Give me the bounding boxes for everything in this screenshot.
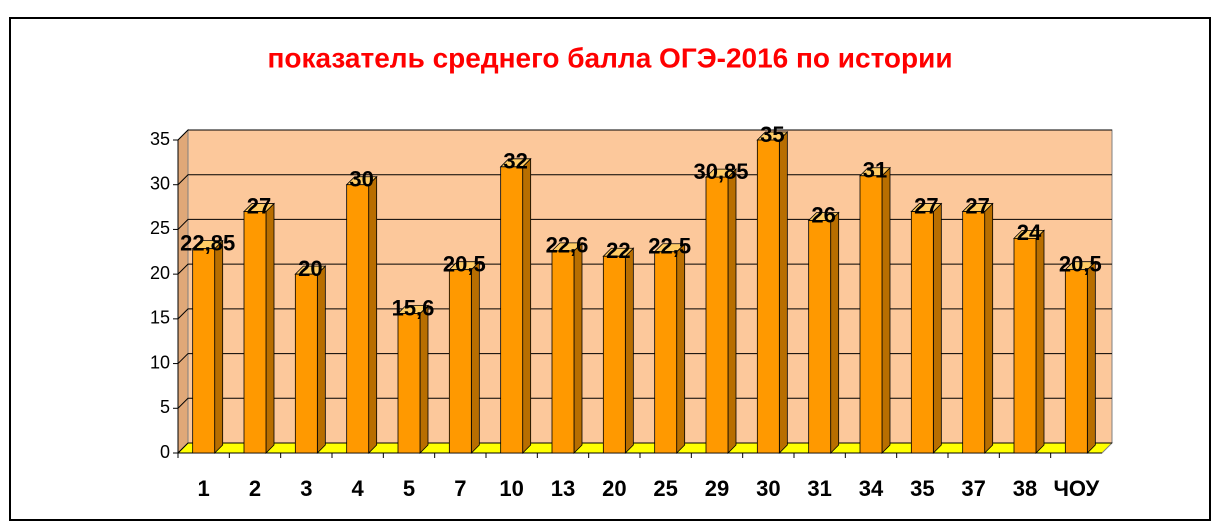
value-label: 30,85 — [693, 159, 748, 184]
bar-side — [265, 202, 275, 454]
value-label: 27 — [247, 193, 271, 218]
value-label: 22,6 — [546, 233, 589, 258]
bar-side — [984, 202, 994, 454]
y-tick-label: 20 — [150, 263, 170, 283]
bar-side — [573, 241, 583, 454]
bar — [859, 175, 883, 454]
bar — [500, 166, 524, 454]
value-label: 27 — [965, 193, 989, 218]
bar — [756, 139, 780, 454]
x-tick-label: 37 — [961, 476, 985, 501]
value-label: 24 — [1017, 220, 1042, 245]
y-tick-label: 15 — [150, 308, 170, 328]
bar — [294, 273, 318, 454]
chart-title: показатель среднего балла ОГЭ-2016 по ис… — [267, 42, 952, 73]
x-tick-label: 20 — [602, 476, 626, 501]
x-tick-label: 3 — [300, 476, 312, 501]
y-tick-label: 10 — [150, 352, 170, 372]
x-tick-label: 5 — [403, 476, 415, 501]
bar — [448, 269, 472, 454]
x-tick-label: 1 — [198, 476, 210, 501]
grid-line — [177, 397, 1112, 409]
bar — [397, 313, 421, 454]
bar — [1013, 237, 1037, 454]
bar-side — [368, 175, 378, 454]
grid-line — [177, 442, 1112, 454]
value-label: 20,5 — [443, 251, 486, 276]
value-label: 26 — [811, 202, 835, 227]
bar-side — [522, 157, 532, 454]
bar-side — [676, 242, 686, 454]
value-label: 30 — [349, 167, 373, 192]
bar-side — [470, 260, 480, 454]
x-tick-label: 10 — [499, 476, 523, 501]
bar — [962, 211, 986, 454]
x-tick-label: 29 — [705, 476, 729, 501]
x-tick-label: 7 — [454, 476, 466, 501]
bar — [346, 184, 370, 454]
x-tick-label: 34 — [859, 476, 884, 501]
bar-side — [214, 239, 224, 454]
x-tick-label: 38 — [1013, 476, 1037, 501]
bar-side — [419, 304, 429, 454]
x-tick-label: 30 — [756, 476, 780, 501]
bar — [654, 251, 678, 454]
value-label: 32 — [503, 149, 527, 174]
value-label: 31 — [863, 158, 887, 183]
bar — [1064, 269, 1088, 454]
grid-line — [177, 218, 1112, 230]
value-label: 20,5 — [1059, 251, 1102, 276]
bar — [192, 248, 216, 454]
y-tick-label: 25 — [150, 218, 170, 238]
x-tick-label: ЧОУ — [1053, 476, 1099, 501]
y-tick-label: 30 — [150, 173, 170, 193]
grid-line — [177, 263, 1112, 275]
x-tick-label: 13 — [551, 476, 575, 501]
grid-line — [177, 353, 1112, 364]
x-tick-label: 2 — [249, 476, 261, 501]
value-label: 22,85 — [180, 230, 235, 255]
bar-side — [1086, 260, 1096, 454]
bar-side — [727, 168, 737, 454]
y-tick-label: 0 — [160, 442, 170, 462]
bar-side — [624, 247, 634, 454]
value-label: 22,5 — [648, 234, 691, 259]
bar-side — [881, 166, 891, 454]
bar-side — [316, 265, 326, 454]
grid-line — [177, 129, 1112, 141]
bar — [602, 255, 626, 454]
side-wall — [177, 128, 189, 455]
bar-side — [932, 202, 942, 454]
bar-side — [778, 131, 788, 454]
y-tick-label: 35 — [150, 129, 170, 149]
bar-side — [830, 211, 840, 454]
x-tick-label: 4 — [352, 476, 365, 501]
bar — [808, 220, 832, 454]
x-tick-label: 35 — [910, 476, 934, 501]
value-label: 27 — [914, 193, 938, 218]
bar — [243, 211, 267, 454]
bar — [910, 211, 934, 454]
bar — [705, 176, 729, 454]
bar-side — [1035, 229, 1045, 454]
y-tick-label: 5 — [160, 397, 170, 417]
grid-line — [177, 308, 1112, 320]
x-tick-label: 25 — [653, 476, 677, 501]
value-label: 20 — [298, 256, 322, 281]
bar — [551, 250, 575, 454]
x-tick-label: 31 — [807, 476, 831, 501]
value-label: 35 — [760, 122, 784, 147]
grid-line — [177, 174, 1112, 186]
value-label: 15,6 — [392, 295, 435, 320]
value-label: 22 — [606, 238, 630, 263]
